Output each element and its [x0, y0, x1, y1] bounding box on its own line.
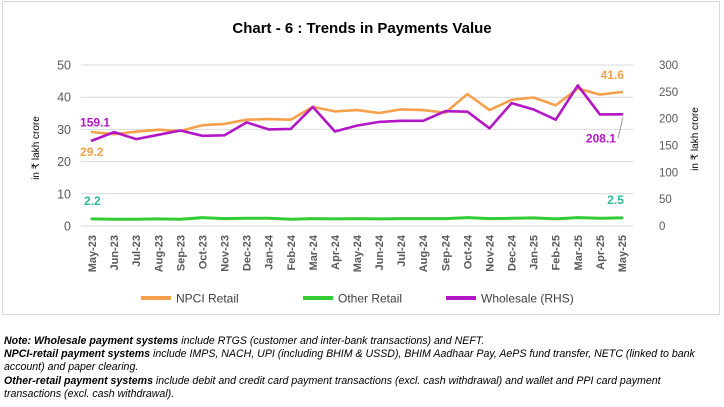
note-wholesale-term: Note: Wholesale payment systems — [4, 335, 179, 347]
x-tick-label: Feb-24 — [286, 234, 298, 270]
y-tick-left: 50 — [57, 59, 71, 73]
x-tick-label: Jun-24 — [374, 234, 386, 270]
x-tick-label: Dec-23 — [242, 235, 254, 271]
x-tick-label: Sep-23 — [175, 235, 187, 271]
chart-title: Chart - 6 : Trends in Payments Value — [232, 20, 491, 37]
note-npci-retail: NPCI-retail payment systems include IMPS… — [4, 348, 720, 374]
y-tick-right: 150 — [659, 141, 678, 153]
x-tick-label: Mar-25 — [573, 235, 585, 270]
chart-svg: Chart - 6 : Trends in Payments Value 0 10 2… — [31, 20, 701, 306]
x-tick-label: Jan-24 — [264, 234, 276, 270]
x-tick-label: Aug-23 — [153, 235, 165, 272]
data-label-other-last: 2.5 — [607, 193, 624, 207]
y-tick-right: 250 — [659, 87, 678, 99]
data-label-wholesale-last: 208.1 — [586, 131, 616, 145]
x-tick-label: Aug-24 — [418, 234, 430, 272]
note-wholesale: Note: Wholesale payment systems include … — [4, 335, 720, 348]
x-tick-label: Feb-25 — [551, 235, 563, 270]
legend-wholesale-label: Wholesale (RHS) — [481, 292, 574, 306]
x-tick-label: Nov-24 — [484, 234, 496, 272]
y-axis-left-label: in ₹ lakh crore — [31, 116, 42, 180]
data-label-other-first: 2.2 — [84, 194, 101, 208]
x-tick-label: Mar-24 — [308, 234, 320, 270]
y-tick-left: 30 — [57, 123, 71, 137]
data-label-npci-first: 29.2 — [80, 145, 104, 159]
x-tick-label: Apr-25 — [595, 235, 607, 270]
note-other-retail: Other-retail payment systems include deb… — [4, 375, 720, 401]
note-npci-retail-term: NPCI-retail payment systems — [4, 348, 151, 361]
x-tick-label: May-24 — [352, 234, 364, 272]
x-tick-label: Jan-25 — [529, 235, 541, 270]
series-line-wholesale — [90, 84, 624, 142]
note-other-retail-text: include debit and credit card payment tr… — [4, 374, 661, 400]
legend-npci-retail-label: NPCI Retail — [176, 292, 239, 306]
y-tick-right: 0 — [659, 221, 665, 233]
x-tick-label: Apr-24 — [330, 234, 342, 270]
y-tick-left: 10 — [57, 187, 71, 201]
y-tick-left: 0 — [64, 220, 71, 234]
x-tick-label: Oct-23 — [197, 235, 209, 269]
legend-other-retail-label: Other Retail — [338, 292, 402, 306]
x-tick-label: Jul-23 — [131, 235, 143, 267]
series-line-other-retail — [90, 216, 624, 221]
y-tick-right: 200 — [659, 114, 678, 126]
y-tick-right: 300 — [659, 60, 678, 72]
x-tick-label: Jul-24 — [396, 234, 408, 267]
data-label-leader-line — [617, 117, 624, 139]
y-tick-right: 100 — [659, 167, 678, 179]
y-tick-left: 40 — [57, 91, 71, 105]
x-tick-label: May-25 — [617, 235, 629, 272]
series-line-npci-retail — [90, 87, 624, 136]
data-label-npci-last: 41.6 — [601, 68, 625, 82]
x-tick-label: May-23 — [87, 235, 99, 272]
x-tick-label: Sep-24 — [440, 234, 452, 271]
chart-container: Chart - 6 : Trends in Payments Value 0 10 2… — [2, 1, 720, 315]
note-other-retail-term: Other-retail payment systems — [4, 374, 153, 387]
x-tick-label: Nov-23 — [220, 235, 232, 272]
data-label-wholesale-first: 159.1 — [80, 116, 110, 130]
note-npci-retail-text: include IMPS, NACH, UPI (including BHIM … — [4, 348, 695, 374]
chart-notes: Note: Wholesale payment systems include … — [4, 335, 720, 401]
y-axis-right-label: in ₹ lakh crore — [690, 107, 701, 171]
y-tick-left: 20 — [57, 155, 71, 169]
x-tick-label: Oct-24 — [462, 234, 474, 269]
y-tick-right: 50 — [659, 194, 672, 206]
x-tick-label: Dec-24 — [507, 234, 519, 271]
note-wholesale-text: include RTGS (customer and inter-bank tr… — [178, 335, 485, 347]
x-tick-label: Jun-23 — [109, 235, 121, 270]
